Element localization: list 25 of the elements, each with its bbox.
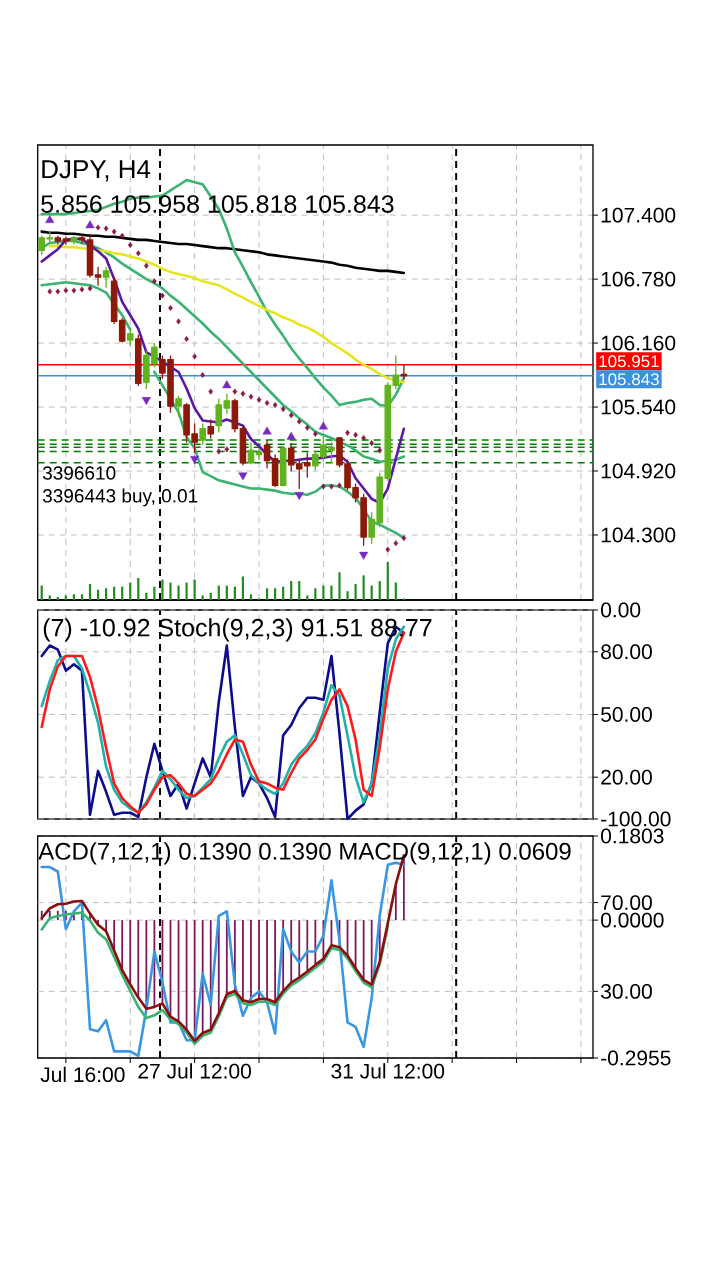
text: Jul 16:00 [40, 1066, 125, 1083]
annotation: 3396443 buy, 0.01 [42, 488, 198, 507]
x-tick-label: 27 Jul 12:00 [138, 1063, 251, 1079]
chart-title: (7) -10.92 Stoch(9,2,3) 91.51 88.77 [43, 618, 432, 642]
y-tick-label: -0.2955 [601, 1050, 671, 1066]
y-tick-label: 0.0000 [601, 912, 664, 928]
y-tick-label: 104.300 [601, 527, 676, 543]
y-tick-label: 50.00 [601, 707, 652, 722]
y-tick-label: 0.1803 [601, 828, 664, 844]
y2-tick-label: -100.00 [601, 811, 671, 827]
y-tick-label: 80.00 [601, 644, 652, 660]
y-tick-label: 20.00 [601, 769, 652, 785]
y-tick-label: 105.540 [601, 399, 676, 415]
annotation: 3396610 [42, 466, 116, 480]
y-tick-label: 104.920 [601, 463, 676, 479]
ref-line-label: 105.843 [599, 373, 659, 386]
chart-title: DJPY, H4 [42, 160, 151, 182]
y2-tick-label: 30.00 [600, 983, 652, 999]
y-tick-label: 106.160 [601, 335, 676, 351]
y2-tick-label: 70.00 [601, 895, 652, 911]
x-tick-label: 31 Jul 12:00 [331, 1063, 445, 1079]
y-tick-label: 107.400 [601, 207, 676, 223]
ref-line-label: 105.951 [599, 355, 659, 368]
y2-tick-label: 0.00 [601, 602, 641, 618]
y-tick-label: 106.780 [601, 271, 676, 287]
